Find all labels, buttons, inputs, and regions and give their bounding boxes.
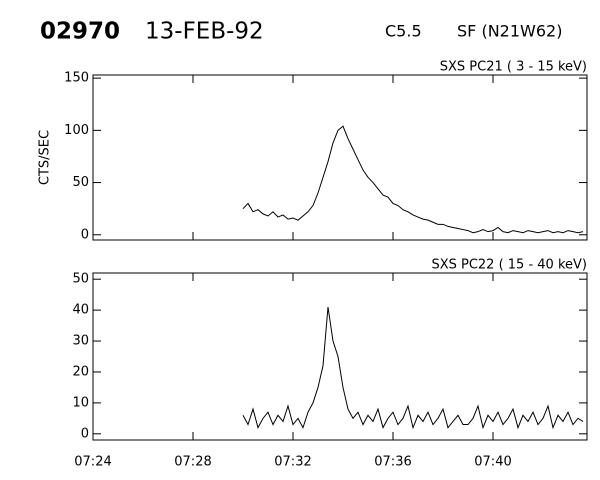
y-tick-label: 150 xyxy=(64,71,89,86)
plot-frame xyxy=(92,74,588,241)
x-tick-label: 07:24 xyxy=(74,455,111,470)
event-id: 02970 xyxy=(40,19,120,45)
plot-frame xyxy=(92,272,588,441)
panel-title: SXS PC22 ( 15 - 40 keV) xyxy=(431,258,587,273)
y-tick-label: 10 xyxy=(72,395,89,410)
flare-class: C5.5 xyxy=(385,22,422,41)
x-tick-label: 07:28 xyxy=(174,455,211,470)
y-tick-label: 100 xyxy=(64,123,89,138)
y-axis-label: CTS/SEC xyxy=(38,130,53,185)
y-tick-label: 0 xyxy=(81,426,89,441)
data-line xyxy=(242,125,584,234)
x-tick-label: 07:32 xyxy=(274,455,311,470)
y-tick-label: 30 xyxy=(72,334,89,349)
x-tick-label: 07:40 xyxy=(474,455,511,470)
y-tick-label: 50 xyxy=(72,175,89,190)
event-date: 13-FEB-92 xyxy=(145,19,264,45)
y-tick-label: 20 xyxy=(72,364,89,379)
panel-title: SXS PC21 ( 3 - 15 keV) xyxy=(440,60,587,75)
y-tick-label: 40 xyxy=(72,303,89,318)
y-tick-label: 50 xyxy=(72,272,89,287)
data-line xyxy=(242,306,584,430)
y-tick-label: 0 xyxy=(81,227,89,242)
x-tick-label: 07:36 xyxy=(374,455,411,470)
flare-location: SF (N21W62) xyxy=(457,22,562,41)
